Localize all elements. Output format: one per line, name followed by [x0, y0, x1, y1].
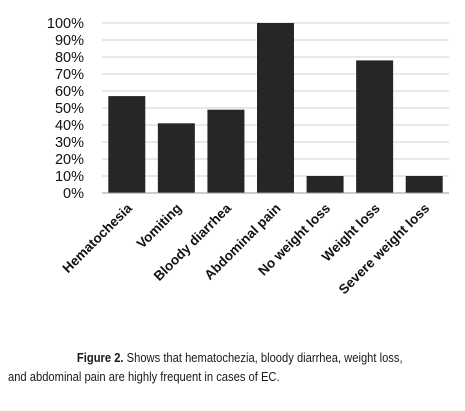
x-category-label: Severe weight loss	[336, 201, 433, 298]
y-tick-label: 40%	[55, 118, 84, 134]
caption-figure-number: Figure 2.	[76, 350, 124, 365]
caption-line-1: Figure 2. Shows that hematochezia, blood…	[8, 348, 460, 367]
caption-line-2: and abdominal pain are highly frequent i…	[8, 369, 280, 384]
y-tick-label: 50%	[55, 101, 84, 117]
bar	[306, 176, 344, 193]
y-tick-label: 10%	[55, 169, 84, 185]
y-tick-label: 90%	[55, 33, 84, 49]
x-category-label: Hematochesia	[60, 200, 136, 276]
y-axis-tick-labels: 0%10%20%30%40%50%60%70%80%90%100%	[47, 16, 84, 202]
bars	[108, 23, 443, 194]
y-tick-label: 80%	[55, 50, 84, 66]
bar	[257, 23, 294, 193]
y-tick-label: 60%	[55, 84, 84, 100]
bar	[356, 60, 394, 194]
bar	[405, 176, 443, 193]
x-category-label: Vomiting	[134, 201, 185, 252]
y-tick-label: 0%	[63, 186, 84, 202]
bar-chart: 0%10%20%30%40%50%60%70%80%90%100% Hemato…	[47, 16, 449, 297]
bar	[157, 123, 195, 193]
y-tick-label: 100%	[47, 16, 84, 32]
bar	[108, 96, 146, 193]
bar	[207, 109, 245, 193]
caption-text-1: Shows that hematochezia, bloody diarrhea…	[126, 350, 403, 365]
y-tick-label: 70%	[55, 67, 84, 83]
figure-caption: Figure 2. Shows that hematochezia, blood…	[8, 348, 460, 386]
y-tick-label: 30%	[55, 135, 84, 151]
y-tick-label: 20%	[55, 152, 84, 168]
